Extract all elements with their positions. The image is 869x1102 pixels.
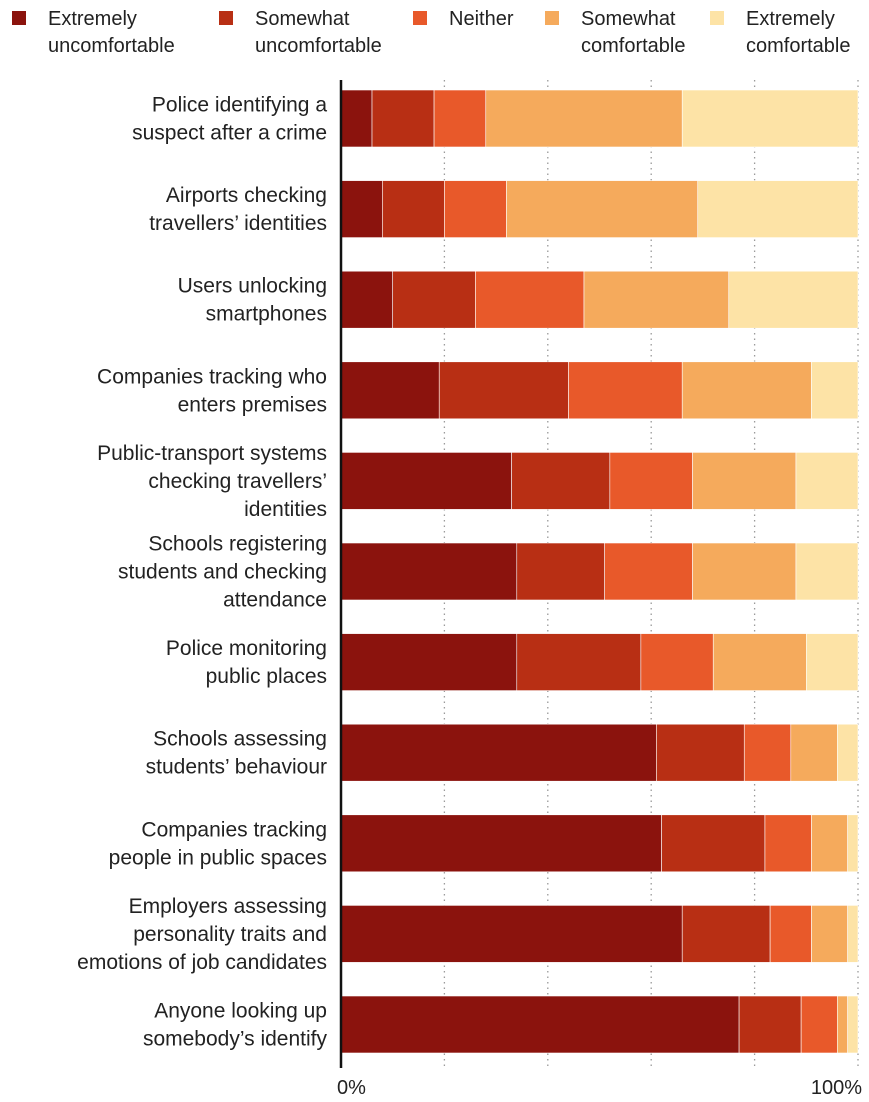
bar-segment-8-2 bbox=[764, 814, 812, 873]
bar-segment-3-4 bbox=[811, 361, 859, 420]
bar-segment-7-2 bbox=[743, 723, 792, 782]
bar-segment-8-3 bbox=[811, 814, 848, 873]
category-label-7: Schools assessing bbox=[153, 728, 327, 751]
x-tick-label-0: 0% bbox=[337, 1077, 366, 1097]
bar-segment-2-0 bbox=[340, 270, 394, 329]
category-label-3: enters premises bbox=[178, 393, 327, 416]
category-label-0: Police identifying a bbox=[152, 94, 327, 117]
bar-segment-3-1 bbox=[438, 361, 569, 420]
bar-segment-0-2 bbox=[433, 89, 487, 148]
category-label-9: personality traits and bbox=[133, 923, 327, 946]
bar-segment-7-4 bbox=[837, 723, 859, 782]
legend-label-4: comfortable bbox=[746, 35, 851, 57]
bar-segment-6-4 bbox=[805, 633, 859, 691]
bar-segment-5-0 bbox=[340, 542, 518, 601]
category-label-5: Schools registering bbox=[148, 533, 327, 556]
bar-segment-0-3 bbox=[485, 89, 683, 148]
legend-swatch-3 bbox=[545, 11, 559, 25]
legend-label-3: Somewhat bbox=[581, 8, 676, 30]
bar-segment-4-1 bbox=[511, 452, 611, 510]
bar-segment-9-3 bbox=[811, 905, 848, 963]
category-label-5: students and checking bbox=[118, 561, 327, 584]
legend-swatch-0 bbox=[12, 11, 26, 25]
category-label-9: Employers assessing bbox=[129, 895, 327, 918]
legend-label-2: Neither bbox=[449, 8, 514, 30]
category-label-4: checking travellers’ bbox=[148, 470, 327, 493]
bar-segment-2-3 bbox=[583, 270, 730, 329]
category-label-8: people in public spaces bbox=[109, 846, 327, 869]
bar-segment-8-0 bbox=[340, 814, 662, 873]
category-label-10: Anyone looking up bbox=[154, 1000, 327, 1023]
legend-label-1: Somewhat bbox=[255, 8, 350, 30]
legend-label-0: Extremely bbox=[48, 8, 137, 30]
category-label-8: Companies tracking bbox=[141, 818, 327, 841]
legend-label-3: comfortable bbox=[581, 35, 686, 57]
category-label-4: identities bbox=[244, 498, 327, 521]
x-tick-label-1: 100% bbox=[811, 1077, 862, 1097]
bar-segment-10-2 bbox=[800, 995, 838, 1054]
bar-segment-4-3 bbox=[692, 452, 797, 510]
bar-segment-8-4 bbox=[847, 814, 859, 873]
legend-label-1: uncomfortable bbox=[255, 35, 382, 57]
bar-segment-1-4 bbox=[697, 180, 859, 238]
category-label-6: public places bbox=[206, 665, 327, 688]
bar-segment-2-1 bbox=[392, 270, 476, 329]
bar-segment-5-3 bbox=[692, 542, 797, 601]
bar-segment-8-1 bbox=[661, 814, 766, 873]
bar-segment-3-3 bbox=[681, 361, 812, 420]
bar-segment-1-1 bbox=[382, 180, 445, 238]
bar-segment-4-0 bbox=[340, 452, 512, 510]
bar-segment-10-3 bbox=[837, 995, 848, 1054]
bar-segment-9-2 bbox=[769, 905, 812, 963]
bar-segment-2-4 bbox=[728, 270, 859, 329]
category-label-9: emotions of job candidates bbox=[77, 951, 327, 974]
category-label-7: students’ behaviour bbox=[146, 756, 327, 779]
bar-segment-6-0 bbox=[340, 633, 518, 691]
legend-label-4: Extremely bbox=[746, 8, 835, 30]
bar-segment-6-2 bbox=[640, 633, 714, 691]
bar-segment-9-0 bbox=[340, 905, 683, 963]
category-label-1: Airports checking bbox=[166, 184, 327, 207]
bar-segment-9-4 bbox=[847, 905, 859, 963]
bar-segment-7-1 bbox=[656, 723, 745, 782]
bar-segment-0-4 bbox=[681, 89, 859, 148]
category-label-6: Police monitoring bbox=[166, 637, 327, 660]
bar-segment-10-1 bbox=[738, 995, 802, 1054]
bar-segment-2-2 bbox=[475, 270, 585, 329]
bar-segment-1-0 bbox=[340, 180, 383, 238]
bar-segment-5-1 bbox=[516, 542, 605, 601]
bar-segment-5-4 bbox=[795, 542, 859, 601]
bar-segment-0-1 bbox=[371, 89, 435, 148]
bar-segment-4-2 bbox=[609, 452, 693, 510]
category-label-10: somebody’s identify bbox=[143, 1028, 328, 1051]
legend-swatch-1 bbox=[219, 11, 233, 25]
bar-segment-4-4 bbox=[795, 452, 859, 510]
bar-segment-10-0 bbox=[340, 995, 740, 1054]
category-label-2: Users unlocking bbox=[178, 275, 327, 298]
bar-segment-3-0 bbox=[340, 361, 440, 420]
category-label-5: attendance bbox=[223, 589, 327, 612]
legend-label-0: uncomfortable bbox=[48, 35, 175, 57]
category-label-1: travellers’ identities bbox=[149, 212, 327, 235]
bar-segment-6-3 bbox=[712, 633, 807, 691]
category-label-0: suspect after a crime bbox=[132, 122, 327, 145]
bar-segment-6-1 bbox=[516, 633, 642, 691]
bar-segment-7-3 bbox=[790, 723, 838, 782]
bar-segment-9-1 bbox=[681, 905, 771, 963]
legend-swatch-2 bbox=[413, 11, 427, 25]
bar-segment-10-4 bbox=[847, 995, 859, 1054]
category-label-2: smartphones bbox=[206, 303, 327, 326]
category-label-3: Companies tracking who bbox=[97, 365, 327, 388]
category-label-4: Public-transport systems bbox=[97, 442, 327, 465]
bar-segment-3-2 bbox=[568, 361, 683, 420]
bar-segment-0-0 bbox=[340, 89, 373, 148]
bar-segment-5-2 bbox=[604, 542, 693, 601]
bar-segment-1-2 bbox=[444, 180, 507, 238]
legend-swatch-4 bbox=[710, 11, 724, 25]
bar-segment-7-0 bbox=[340, 723, 657, 782]
bar-segment-1-3 bbox=[506, 180, 699, 238]
